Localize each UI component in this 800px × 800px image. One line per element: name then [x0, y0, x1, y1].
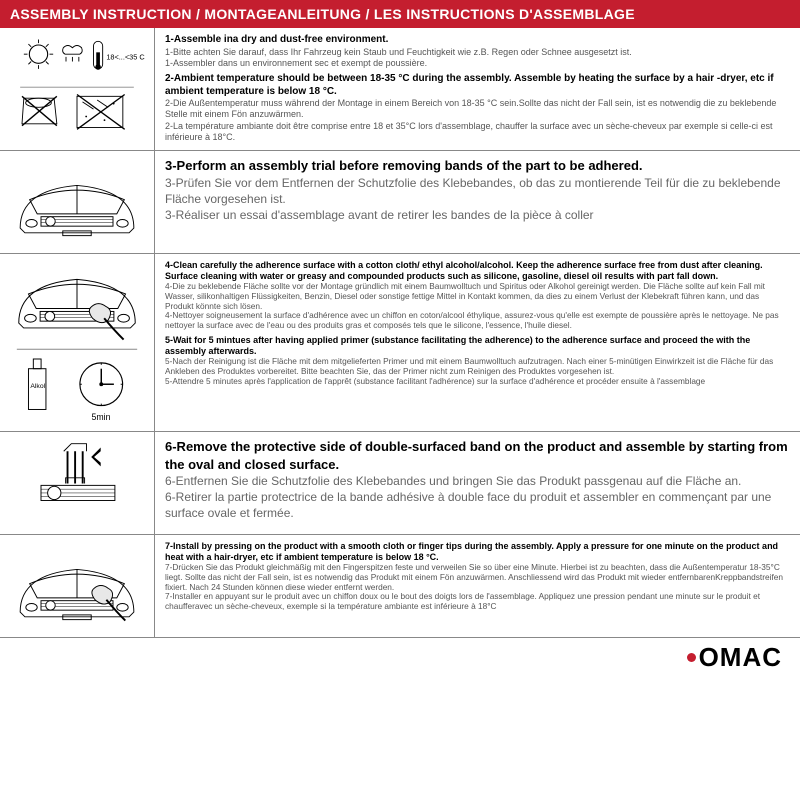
section-2-text: 3-Perform an assembly trial before remov…	[155, 151, 800, 253]
step-3-de: 3-Prüfen Sie vor dem Entfernen der Schut…	[165, 175, 790, 207]
step-6-fr: 6-Retirer la partie protectrice de la ba…	[165, 489, 790, 521]
page-title: ASSEMBLY INSTRUCTION / MONTAGEANLEITUNG …	[0, 0, 800, 28]
section-2: 3-Perform an assembly trial before remov…	[0, 151, 800, 254]
section-3: Alkol 5min 4-Clean carefully the adheren…	[0, 254, 800, 432]
step-1-fr: 1-Assembler dans un environnement sec et…	[165, 58, 790, 69]
illustration-press	[0, 535, 155, 637]
step-1-title: 1-Assemble ina dry and dust-free environ…	[165, 34, 790, 47]
step-2-fr: 2-La température ambiante doit être comp…	[165, 121, 790, 144]
step-6-title: 6-Remove the protective side of double-s…	[165, 438, 790, 473]
step-2-de: 2-Die Außentemperatur muss während der M…	[165, 98, 790, 121]
step-1-de: 1-Bitte achten Sie darauf, dass Ihr Fahr…	[165, 47, 790, 58]
step-5-fr: 5-Attendre 5 minutes après l'application…	[165, 377, 790, 387]
section-5: 7-Install by pressing on the product wit…	[0, 535, 800, 638]
illustration-environment: 18<...<35 C	[0, 28, 155, 150]
bottle-label: Alkol	[30, 383, 45, 390]
section-4: 6-Remove the protective side of double-s…	[0, 432, 800, 535]
section-5-text: 7-Install by pressing on the product wit…	[155, 535, 800, 637]
section-4-text: 6-Remove the protective side of double-s…	[155, 432, 800, 534]
illustration-cleaning: Alkol 5min	[0, 254, 155, 431]
step-2-title: 2-Ambient temperature should be between …	[165, 73, 790, 98]
step-4-de: 4-Die zu beklebende Fläche sollte vor de…	[165, 282, 790, 312]
step-7-fr: 7-Installer en appuyant sur le produit a…	[165, 592, 790, 612]
illustration-remove-tape	[0, 432, 155, 534]
section-3-text: 4-Clean carefully the adherence surface …	[155, 254, 800, 431]
step-6-de: 6-Entfernen Sie die Schutzfolie des Kleb…	[165, 473, 790, 489]
section-1-text: 1-Assemble ina dry and dust-free environ…	[155, 28, 800, 150]
footer: OMAC	[0, 638, 800, 673]
step-7-title: 7-Install by pressing on the product wit…	[165, 541, 790, 563]
logo-dot-icon	[687, 653, 696, 662]
temp-label: 18<...<35 C	[106, 53, 145, 62]
step-3-title: 3-Perform an assembly trial before remov…	[165, 157, 790, 175]
illustration-car-front	[0, 151, 155, 253]
timer-label: 5min	[92, 412, 111, 422]
step-4-title: 4-Clean carefully the adherence surface …	[165, 260, 790, 282]
logo-text: OMAC	[699, 642, 782, 673]
section-1: 18<...<35 C 1-Assemble ina dry and dust-…	[0, 28, 800, 151]
step-4-fr: 4-Nettoyer soigneusement la surface d'ad…	[165, 311, 790, 331]
step-7-de: 7-Drücken Sie das Produkt gleichmäßig mi…	[165, 563, 790, 593]
step-5-title: 5-Wait for 5 mintues after having applie…	[165, 335, 790, 357]
brand-logo: OMAC	[687, 642, 782, 673]
step-3-fr: 3-Réaliser un essai d'assemblage avant d…	[165, 207, 790, 223]
step-5-de: 5-Nach der Reinigung ist die Fläche mit …	[165, 357, 790, 377]
